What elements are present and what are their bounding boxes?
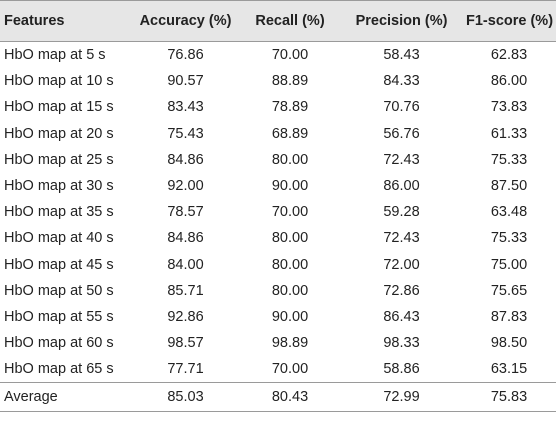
table-row: HbO map at 45 s 84.00 80.00 72.00 75.00 (0, 252, 556, 278)
recall-cell: 70.00 (271, 47, 309, 64)
accuracy-cell: 92.00 (167, 178, 204, 195)
feature-cell: HbO map at 40 s (4, 230, 114, 247)
accuracy-cell: 75.43 (167, 125, 204, 142)
f1-score-cell: 62.83 (490, 47, 528, 64)
table-row: HbO map at 15 s 83.43 78.89 70.76 73.83 (0, 94, 556, 120)
average-recall-cell: 80.43 (239, 382, 341, 413)
feature-cell: HbO map at 20 s (4, 125, 114, 142)
recall-cell: 70.00 (271, 361, 309, 378)
average-precision-cell: 72.99 (341, 382, 462, 413)
accuracy-cell: 84.86 (167, 230, 204, 247)
precision-cell: 58.43 (383, 47, 420, 64)
recall-cell: 88.89 (271, 73, 309, 90)
f1-score-cell: 75.33 (490, 151, 528, 168)
precision-cell: 59.28 (383, 204, 420, 221)
precision-cell: 72.43 (383, 230, 420, 247)
table-row: HbO map at 40 s 84.86 80.00 72.43 75.33 (0, 225, 556, 251)
f1-score-cell: 98.50 (490, 335, 528, 352)
header-features: Features (0, 0, 132, 42)
feature-cell: HbO map at 25 s (4, 151, 114, 168)
accuracy-cell: 90.57 (167, 73, 204, 90)
recall-cell: 80.00 (271, 230, 309, 247)
precision-cell: 86.00 (383, 178, 420, 195)
f1-score-cell: 61.33 (490, 125, 528, 142)
precision-cell: 72.43 (383, 151, 420, 168)
precision-cell: 70.76 (383, 99, 420, 116)
accuracy-cell: 98.57 (167, 335, 204, 352)
precision-cell: 84.33 (383, 73, 420, 90)
precision-cell: 58.86 (383, 361, 420, 378)
f1-score-cell: 87.83 (490, 308, 528, 325)
f1-score-cell: 63.48 (490, 204, 528, 221)
results-table: Features Accuracy (%) Recall (%) Precisi… (0, 0, 556, 413)
feature-cell: HbO map at 65 s (4, 361, 114, 378)
table-row: HbO map at 60 s 98.57 98.89 98.33 98.50 (0, 330, 556, 356)
precision-cell: 86.43 (383, 308, 420, 325)
table-row: HbO map at 65 s 77.71 70.00 58.86 63.15 (0, 356, 556, 383)
accuracy-cell: 85.71 (167, 282, 204, 299)
header-accuracy: Accuracy (%) (132, 0, 239, 42)
table-row: HbO map at 20 s 75.43 68.89 56.76 61.33 (0, 121, 556, 147)
precision-cell: 56.76 (383, 125, 420, 142)
recall-cell: 98.89 (271, 335, 309, 352)
feature-cell: HbO map at 30 s (4, 178, 114, 195)
header-f1-score: F1-score (%) (462, 0, 556, 42)
accuracy-cell: 84.00 (167, 256, 204, 273)
f1-score-cell: 86.00 (490, 73, 528, 90)
recall-cell: 80.00 (271, 256, 309, 273)
table-body: HbO map at 5 s 76.86 70.00 58.43 62.83 HbO ma… (0, 42, 556, 413)
accuracy-cell: 83.43 (167, 99, 204, 116)
feature-cell: HbO map at 60 s (4, 335, 114, 352)
header-recall: Recall (%) (239, 0, 341, 42)
recall-cell: 70.00 (271, 204, 309, 221)
average-row: Average 85.03 80.43 72.99 75.83 (0, 382, 556, 413)
average-label: Average (0, 382, 132, 413)
feature-cell: HbO map at 35 s (4, 204, 114, 221)
table-row: HbO map at 35 s 78.57 70.00 59.28 63.48 (0, 199, 556, 225)
feature-cell: HbO map at 15 s (4, 99, 114, 116)
header-precision: Precision (%) (341, 0, 462, 42)
table-row: HbO map at 30 s 92.00 90.00 86.00 87.50 (0, 173, 556, 199)
precision-cell: 98.33 (383, 335, 420, 352)
precision-cell: 72.86 (383, 282, 420, 299)
f1-score-cell: 73.83 (490, 99, 528, 116)
average-f1-score-cell: 75.83 (462, 382, 556, 413)
recall-cell: 80.00 (271, 151, 309, 168)
recall-cell: 80.00 (271, 282, 309, 299)
f1-score-cell: 75.33 (490, 230, 528, 247)
f1-score-cell: 63.15 (490, 361, 528, 378)
recall-cell: 78.89 (271, 99, 309, 116)
table-header: Features Accuracy (%) Recall (%) Precisi… (0, 0, 556, 42)
precision-cell: 72.00 (383, 256, 420, 273)
feature-cell: HbO map at 50 s (4, 282, 114, 299)
accuracy-cell: 76.86 (167, 47, 204, 64)
header-row: Features Accuracy (%) Recall (%) Precisi… (0, 0, 556, 42)
table-row: HbO map at 55 s 92.86 90.00 86.43 87.83 (0, 304, 556, 330)
feature-cell: HbO map at 55 s (4, 308, 114, 325)
recall-cell: 68.89 (271, 125, 309, 142)
f1-score-cell: 75.65 (490, 282, 528, 299)
recall-cell: 90.00 (271, 178, 309, 195)
f1-score-cell: 87.50 (490, 178, 528, 195)
accuracy-cell: 77.71 (167, 361, 204, 378)
accuracy-cell: 78.57 (167, 204, 204, 221)
table-row: HbO map at 5 s 76.86 70.00 58.43 62.83 (0, 42, 556, 69)
table-row: HbO map at 10 s 90.57 88.89 84.33 86.00 (0, 68, 556, 94)
feature-cell: HbO map at 10 s (4, 73, 114, 90)
f1-score-cell: 75.00 (490, 256, 528, 273)
average-accuracy-cell: 85.03 (132, 382, 239, 413)
accuracy-cell: 84.86 (167, 151, 204, 168)
feature-cell: HbO map at 45 s (4, 256, 114, 273)
table-row: HbO map at 25 s 84.86 80.00 72.43 75.33 (0, 147, 556, 173)
accuracy-cell: 92.86 (167, 308, 204, 325)
recall-cell: 90.00 (271, 308, 309, 325)
feature-cell: HbO map at 5 s (4, 47, 106, 64)
table-row: HbO map at 50 s 85.71 80.00 72.86 75.65 (0, 278, 556, 304)
